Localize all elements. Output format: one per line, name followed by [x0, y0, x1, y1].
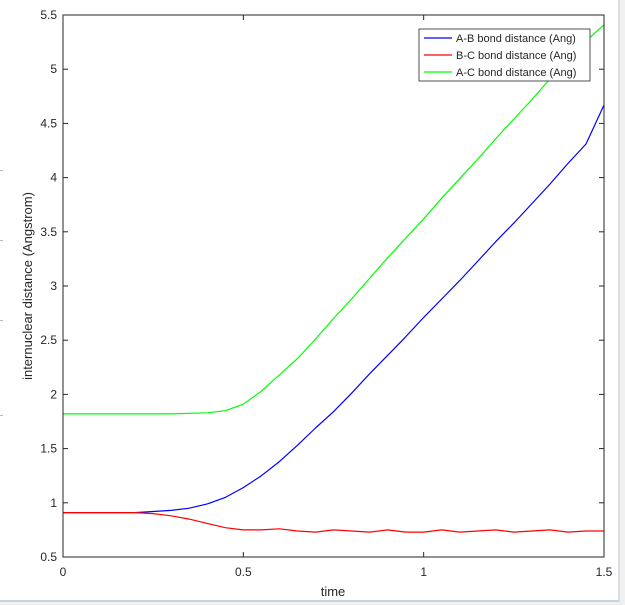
legend[interactable]: A-B bond distance (Ang) B-C bond distance… [418, 28, 591, 82]
edge-mark [0, 170, 3, 171]
tick-layer [62, 14, 605, 558]
y-tick-label: 1.5 [40, 442, 57, 456]
y-tick-label: 1 [50, 496, 57, 510]
x-axis-label: time [321, 584, 346, 599]
series-line-2 [63, 24, 605, 415]
series-line-0 [63, 104, 605, 514]
window-edge-marks [0, 170, 4, 430]
y-axis-label: internuclear distance (Angstrom) [20, 192, 35, 380]
y-tick-labels: 0.5 1 1.5 2 2.5 3 3.5 4 4.5 5 5.5 [40, 8, 57, 564]
series-layer [63, 24, 605, 533]
x-tick-label: 1.5 [596, 565, 613, 579]
edge-mark [0, 240, 3, 241]
y-tick-label: 5.5 [40, 8, 57, 22]
legend-label-2: A-C bond distance (Ang) [456, 67, 576, 79]
legend-label-0: A-B bond distance (Ang) [456, 33, 576, 45]
y-tick-label: 4.5 [40, 116, 57, 130]
x-tick-label: 0.5 [235, 565, 252, 579]
x-tick-label: 0 [60, 565, 67, 579]
y-tick-label: 2.5 [40, 333, 57, 347]
legend-label-1: B-C bond distance (Ang) [456, 50, 576, 62]
y-tick-label: 3.5 [40, 225, 57, 239]
series-line-1 [63, 511, 604, 533]
edge-mark [0, 320, 3, 321]
y-tick-label: 2 [50, 387, 57, 401]
x-tick-label: 1 [420, 565, 427, 579]
x-tick-labels: 0 0.5 1 1.5 [60, 565, 613, 579]
y-tick-label: 0.5 [40, 550, 57, 564]
y-tick-label: 5 [50, 62, 57, 76]
edge-mark [0, 415, 3, 416]
y-tick-label: 4 [50, 171, 57, 185]
plot-area [63, 15, 604, 557]
y-tick-label: 3 [50, 279, 57, 293]
